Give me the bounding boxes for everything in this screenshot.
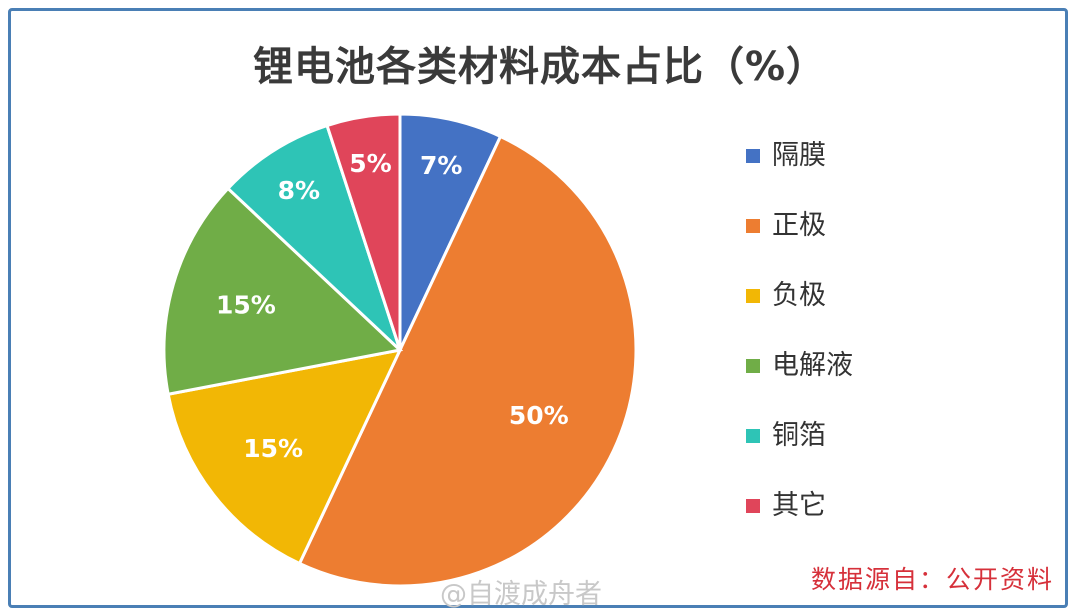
legend-label-4: 铜箔 bbox=[772, 420, 826, 451]
pie-data-label-3: 15% bbox=[216, 291, 276, 320]
chart-title: 锂电池各类材料成本占比（%） bbox=[252, 44, 828, 90]
legend-swatch-2 bbox=[746, 289, 760, 303]
pie-chart: 7% 50% 15% 15% 8% 5% bbox=[162, 112, 638, 588]
source-note: 数据源自：公开资料 bbox=[810, 565, 1054, 594]
pie-data-label-4: 8% bbox=[278, 176, 320, 205]
legend-swatch-5 bbox=[746, 499, 760, 513]
legend-label-2: 负极 bbox=[772, 280, 826, 311]
pie-data-label-5: 5% bbox=[349, 149, 391, 178]
legend-label-1: 正极 bbox=[772, 210, 826, 241]
pie-data-label-0: 7% bbox=[420, 151, 462, 180]
pie-slice-1 bbox=[297, 134, 638, 588]
watermark: @自渡成舟者 bbox=[440, 572, 602, 611]
pie-slice-3 bbox=[162, 186, 404, 396]
legend-label-3: 电解液 bbox=[772, 350, 853, 381]
pie-data-label-1: 50% bbox=[509, 401, 569, 430]
legend-label-0: 隔膜 bbox=[772, 140, 826, 171]
pie-slice-4 bbox=[225, 123, 402, 352]
watermark-text: @自渡成舟者 bbox=[440, 579, 602, 610]
legend-swatch-0 bbox=[746, 149, 760, 163]
pie-slice-5 bbox=[325, 112, 402, 351]
pie-slice-2 bbox=[166, 347, 403, 566]
pie-slice-0 bbox=[398, 112, 503, 351]
legend-label-5: 其它 bbox=[772, 490, 826, 521]
legend-swatch-4 bbox=[746, 429, 760, 443]
pie-data-label-2: 15% bbox=[243, 434, 303, 463]
legend-swatch-3 bbox=[746, 359, 760, 373]
legend-swatch-1 bbox=[746, 219, 760, 233]
